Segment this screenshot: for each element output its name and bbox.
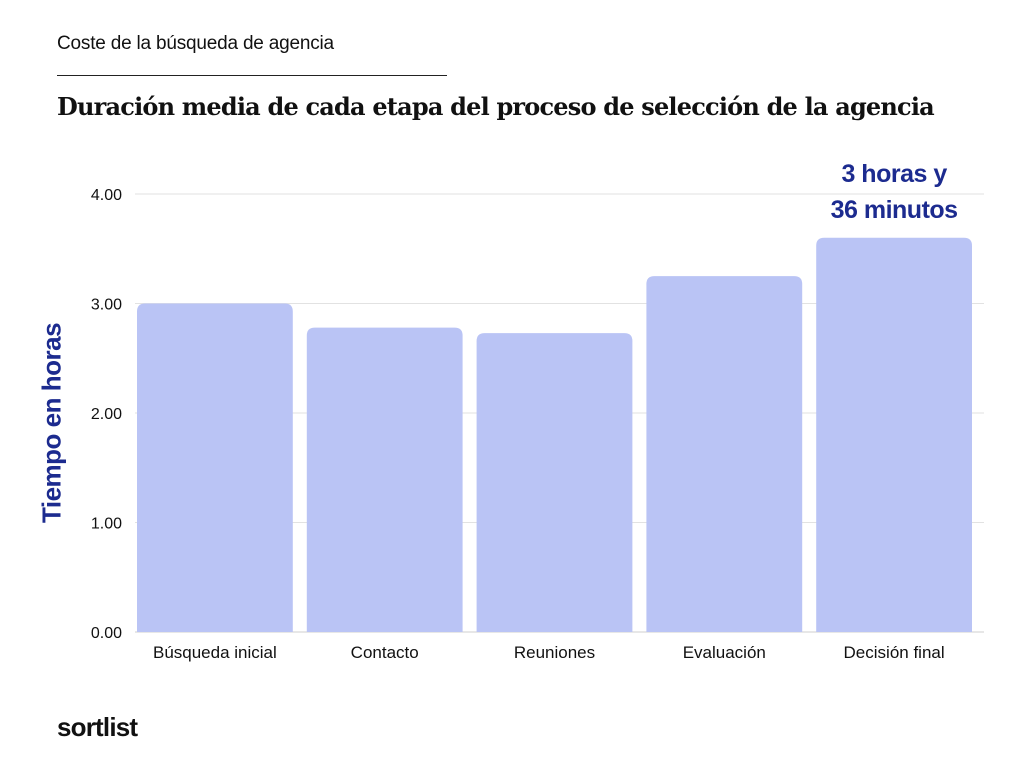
- bar-decisión-final: [816, 237, 972, 633]
- y-tick-labels: 0.00 1.00 2.00 3.00 4.00: [91, 187, 122, 642]
- x-tick-label: Búsqueda inicial: [153, 643, 277, 662]
- y-tick-label: 4.00: [91, 187, 122, 204]
- x-tick-labels: Búsqueda inicial Contacto Reuniones Evaluac…: [153, 643, 945, 662]
- y-tick-label: 0.00: [91, 625, 122, 642]
- bar-annotation-line: 36 minutos: [831, 196, 958, 224]
- x-tick-label: Contacto: [351, 643, 419, 662]
- x-tick-label: Decisión final: [844, 643, 945, 662]
- x-tick-label: Evaluación: [683, 643, 766, 662]
- bar-contacto: [306, 327, 463, 632]
- bar-annotation-line: 3 horas y: [841, 160, 947, 188]
- bar-reuniones: [476, 333, 633, 632]
- chart-kicker: Coste de la búsqueda de agencia: [57, 33, 334, 54]
- sortlist-logo: sortlist: [57, 712, 138, 742]
- bar-búsqueda-inicial: [137, 303, 293, 632]
- x-tick-label: Reuniones: [514, 643, 595, 662]
- chart-title: Duración media de cada etapa del proceso…: [57, 92, 935, 121]
- y-tick-label: 2.00: [91, 406, 122, 423]
- header-divider: [57, 75, 447, 76]
- y-tick-label: 3.00: [91, 297, 122, 314]
- bar-evaluación: [646, 276, 803, 632]
- bars: [137, 237, 972, 633]
- y-tick-label: 1.00: [91, 516, 122, 533]
- annotations: 3 horas y 36 minutos: [831, 160, 958, 224]
